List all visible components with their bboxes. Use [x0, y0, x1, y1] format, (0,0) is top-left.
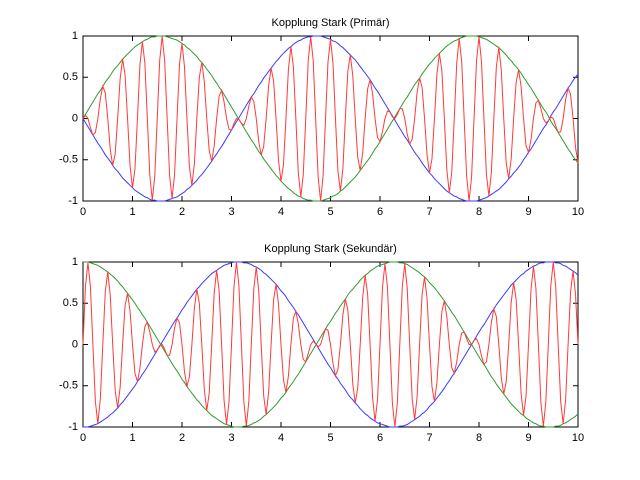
- y-tick-label: -1: [68, 195, 78, 207]
- y-tick-label: 0: [72, 338, 78, 350]
- x-tick-label: 9: [525, 206, 531, 218]
- data-line: [82, 35, 579, 202]
- y-tick-label: -0.5: [59, 380, 78, 392]
- y-tick-label: -1: [68, 421, 78, 433]
- data-line: [82, 35, 579, 202]
- x-tick-label: 10: [572, 432, 584, 444]
- y-tick-label: 0.5: [63, 71, 78, 83]
- plot-area: [82, 35, 579, 202]
- y-tick-label: 0.5: [63, 297, 78, 309]
- x-tick-label: 0: [80, 432, 86, 444]
- data-line: [82, 261, 579, 428]
- x-tick-label: 9: [525, 432, 531, 444]
- x-tick-label: 1: [129, 432, 135, 444]
- x-tick-label: 7: [426, 432, 432, 444]
- x-tick-label: 7: [426, 206, 432, 218]
- x-tick-label: 8: [476, 432, 482, 444]
- chart-title: Kopplung Stark (Primär): [272, 17, 390, 29]
- data-line: [83, 261, 579, 428]
- x-tick-label: 2: [179, 432, 185, 444]
- x-tick-label: 10: [572, 206, 584, 218]
- x-tick-label: 5: [327, 432, 333, 444]
- y-tick-label: 0: [72, 112, 78, 124]
- x-tick-label: 6: [377, 432, 383, 444]
- x-tick-label: 3: [228, 432, 234, 444]
- y-tick-label: -0.5: [59, 154, 78, 166]
- x-tick-label: 4: [278, 432, 284, 444]
- y-tick-label: 1: [72, 30, 78, 42]
- x-tick-label: 6: [377, 206, 383, 218]
- x-tick-label: 8: [476, 206, 482, 218]
- x-tick-label: 0: [80, 206, 86, 218]
- chart-title: Kopplung Stark (Sekundär): [264, 243, 397, 255]
- x-tick-label: 1: [129, 206, 135, 218]
- x-tick-label: 5: [327, 206, 333, 218]
- y-tick-label: 1: [72, 256, 78, 268]
- x-tick-label: 3: [228, 206, 234, 218]
- x-tick-label: 2: [179, 206, 185, 218]
- x-tick-label: 4: [278, 206, 284, 218]
